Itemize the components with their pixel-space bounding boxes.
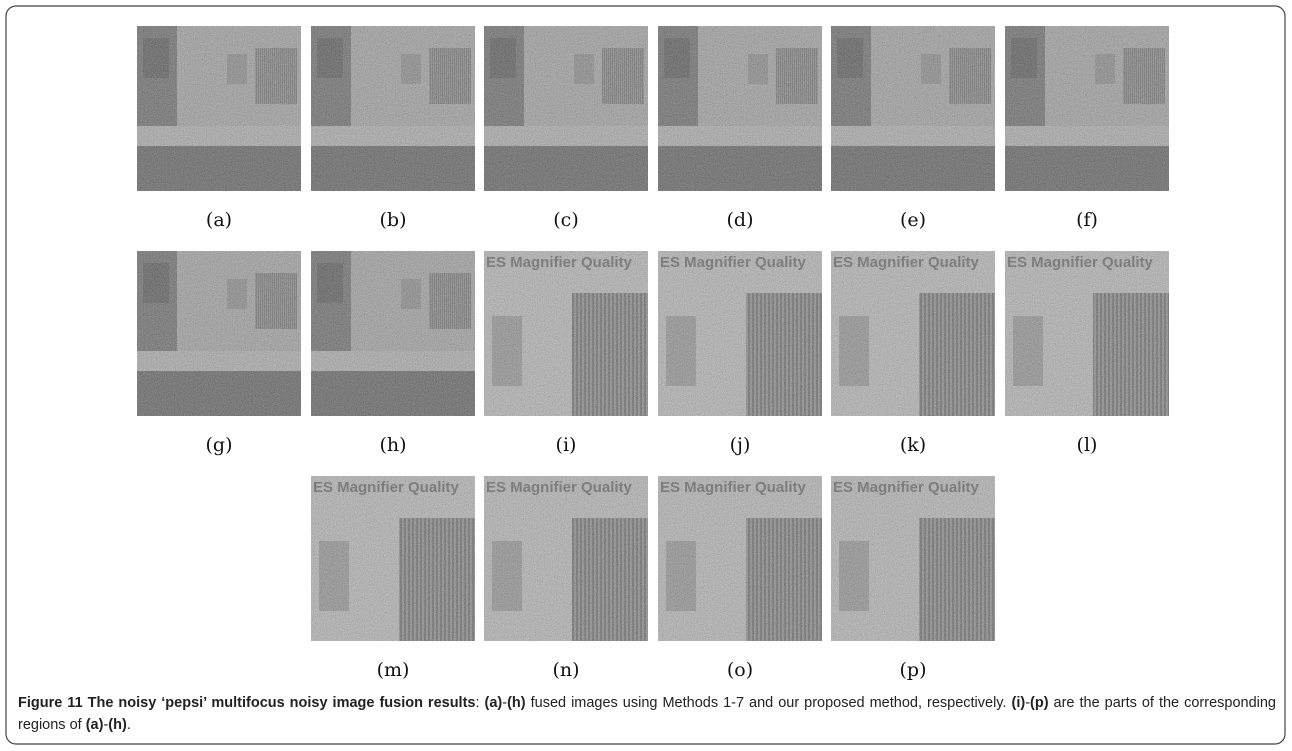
caption-segment: (a) bbox=[86, 717, 104, 733]
caption-segment: (a) bbox=[485, 695, 503, 711]
photo-noise bbox=[137, 251, 301, 416]
panel: ES Magnifier Quality(l) bbox=[1005, 251, 1169, 456]
panel-label: (p) bbox=[900, 659, 927, 681]
photo-noise bbox=[311, 251, 475, 416]
photo-noise bbox=[831, 476, 995, 641]
photo-noise bbox=[137, 26, 301, 191]
panel-label: (h) bbox=[379, 434, 406, 456]
panel: (h) bbox=[311, 251, 475, 456]
panel-label: (d) bbox=[727, 209, 754, 231]
photo-noise bbox=[484, 476, 648, 641]
photo-noise bbox=[311, 26, 475, 191]
photo-noise bbox=[311, 476, 475, 641]
caption-segment: (i) bbox=[1012, 695, 1026, 711]
panel: ES Magnifier Quality(p) bbox=[831, 476, 995, 681]
caption-segment: (h) bbox=[507, 695, 526, 711]
panel: ES Magnifier Quality(k) bbox=[831, 251, 995, 456]
panel-label: (k) bbox=[900, 434, 926, 456]
caption-segment: . bbox=[127, 717, 131, 733]
caption-segment: fused images using Methods 1-7 and our p… bbox=[526, 695, 1012, 711]
caption-segment: : bbox=[475, 695, 484, 711]
panel: ES Magnifier Quality(o) bbox=[658, 476, 822, 681]
panel: (a) bbox=[137, 26, 301, 231]
panel: ES Magnifier Quality(i) bbox=[484, 251, 648, 456]
panel-label: (f) bbox=[1076, 209, 1098, 231]
panel: (f) bbox=[1005, 26, 1169, 231]
photo-noise bbox=[1005, 251, 1169, 416]
panel: (c) bbox=[484, 26, 648, 231]
panel-label: (b) bbox=[380, 209, 407, 231]
panel-label: (g) bbox=[206, 434, 233, 456]
figure-panels: (a) (b) (c) (d) (e) (f) (g) (h) ES Magnifier Qua… bbox=[0, 0, 1292, 751]
panel: ES Magnifier Quality(j) bbox=[658, 251, 822, 456]
panel-label: (m) bbox=[377, 659, 410, 681]
panel: (e) bbox=[831, 26, 995, 231]
panel: (b) bbox=[311, 26, 475, 231]
photo-noise bbox=[484, 251, 648, 416]
figure: (a) (b) (c) (d) (e) (f) (g) (h) ES Magnifier Qua… bbox=[0, 0, 1292, 751]
panel-label: (l) bbox=[1077, 434, 1098, 456]
panel-label: (j) bbox=[730, 434, 751, 456]
photo-noise bbox=[484, 26, 648, 191]
panel: (d) bbox=[658, 26, 822, 231]
photo-noise bbox=[658, 251, 822, 416]
panel: (g) bbox=[137, 251, 301, 456]
panel-label: (n) bbox=[552, 659, 579, 681]
caption-segment: (p) bbox=[1030, 695, 1049, 711]
photo-noise bbox=[658, 26, 822, 191]
panel: ES Magnifier Quality(m) bbox=[311, 476, 475, 681]
photo-noise bbox=[831, 26, 995, 191]
panel-label: (e) bbox=[900, 209, 926, 231]
panel-label: (a) bbox=[206, 209, 232, 231]
caption: Figure 11 The noisy ‘pepsi’ multifocus n… bbox=[18, 692, 1276, 736]
panel-label: (o) bbox=[727, 659, 753, 681]
photo-noise bbox=[658, 476, 822, 641]
photo-noise bbox=[831, 251, 995, 416]
panel-label: (c) bbox=[553, 209, 578, 231]
panel-label: (i) bbox=[556, 434, 577, 456]
panel: ES Magnifier Quality(n) bbox=[484, 476, 648, 681]
photo-noise bbox=[1005, 26, 1169, 191]
caption-segment: Figure 11 The noisy ‘pepsi’ multifocus n… bbox=[18, 695, 475, 711]
caption-segment: (h) bbox=[108, 717, 127, 733]
